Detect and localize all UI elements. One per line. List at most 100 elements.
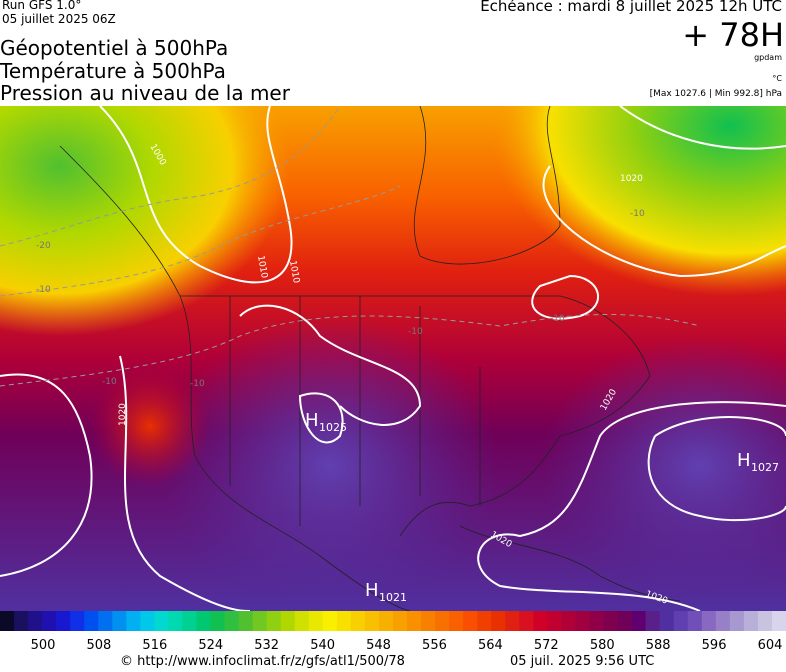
color-swatch [378,611,394,631]
color-swatch [659,611,675,631]
color-swatch [252,611,268,631]
colorbar: 500 508 516 524 532 540 548 556 564 572 580 588 596 6… [0,611,786,653]
color-swatch [617,611,633,631]
high-letter: H [737,450,751,471]
title-line: Température à 500hPa [0,59,226,83]
color-swatch [364,611,380,631]
color-swatch [603,611,619,631]
color-swatch [771,611,786,631]
colorbar-label: 580 [590,638,615,653]
color-swatch [757,611,773,631]
color-swatch [729,611,745,631]
color-swatch [266,611,282,631]
color-swatch [182,611,197,631]
color-swatch [336,611,352,631]
colorbar-label: 564 [478,638,503,653]
color-swatch [393,611,408,631]
echeance: Echéance : mardi 8 juillet 2025 12h UTC [480,0,782,15]
colorbar-label: 532 [254,638,279,653]
field [160,316,500,611]
color-swatch [407,611,422,631]
coastlines [59,106,681,611]
source-url: © http://www.infoclimat.fr/z/gfs/atl1/50… [120,654,405,669]
color-swatch [547,611,562,631]
color-swatch [575,611,590,631]
color-swatch [491,611,506,631]
color-swatch [589,611,605,631]
isotherm-label: -20 [36,241,51,251]
unit-geo: gpdam [754,53,782,62]
color-swatch [280,611,296,631]
color-swatch [308,611,324,631]
colorbar-label: 540 [310,638,335,653]
color-swatch [477,611,492,631]
field [540,336,786,596]
colorbar-label: 548 [366,638,391,653]
run-date: 05 juillet 2025 06Z [2,12,116,26]
color-swatch [140,611,155,631]
isobar-label: 1020 [620,174,643,184]
isotherms [0,106,701,387]
color-swatch [715,611,731,631]
high-value: 1025 [319,421,347,434]
color-swatch [196,611,212,631]
color-swatch [322,611,338,631]
pressure-high: H 1025 [305,410,347,434]
isotherm-label: -10 [102,377,117,387]
color-swatch [238,611,254,631]
colorbar-label: 596 [702,638,727,653]
isobar-label: 1010 [287,260,301,285]
color-swatch [673,611,689,631]
color-swatch [14,611,29,631]
colorbar-label: 508 [87,638,112,653]
isobar-label: 1010 [255,255,269,280]
color-swatch [70,611,85,631]
generated-time: 05 juil. 2025 9:56 UTC [510,654,655,669]
colorbar-label: 500 [31,638,56,653]
color-swatch [435,611,450,631]
color-swatch [84,611,99,631]
color-swatch [210,611,226,631]
high-letter: H [365,580,379,601]
color-swatch [449,611,464,631]
color-swatch [519,611,534,631]
color-swatch [421,611,436,631]
isobars [0,106,786,611]
color-swatch [98,611,113,631]
color-swatch [701,611,717,631]
colorbar-label: 524 [198,638,223,653]
color-swatch [154,611,169,631]
color-swatch [645,611,661,631]
color-swatch [56,611,71,631]
field [490,106,786,296]
color-swatch [561,611,576,631]
pressure-high: H 1021 [365,580,407,604]
isotherm-label: -10 [550,314,565,324]
color-swatch [533,611,548,631]
isotherm-label: -10 [36,285,51,295]
lead-time: + 78H [682,16,784,54]
colorbar-label: 556 [422,638,447,653]
pressure-high: H 1027 [737,450,779,474]
title-line: Pression au niveau de la mer [0,81,290,105]
isobar-label: 1020 [118,403,128,426]
run: Run GFS 1.0° [2,0,82,12]
color-swatch [126,611,141,631]
max-min: [Max 1027.6 | Min 992.8] hPa [649,89,782,99]
color-swatch [505,611,520,631]
color-swatch [743,611,759,631]
colorbar-label: 604 [758,638,783,653]
isotherm-label: -10 [408,327,423,337]
color-swatch [463,611,478,631]
colorbar-label: 588 [646,638,671,653]
unit-temp: °C [772,74,782,83]
title-line: Géopotentiel à 500hPa [0,36,229,60]
color-swatch [0,611,15,631]
color-swatch [350,611,366,631]
color-swatch [687,611,703,631]
isotherm-label: -10 [630,209,645,219]
colorbar-label: 572 [534,638,559,653]
color-swatch [42,611,57,631]
